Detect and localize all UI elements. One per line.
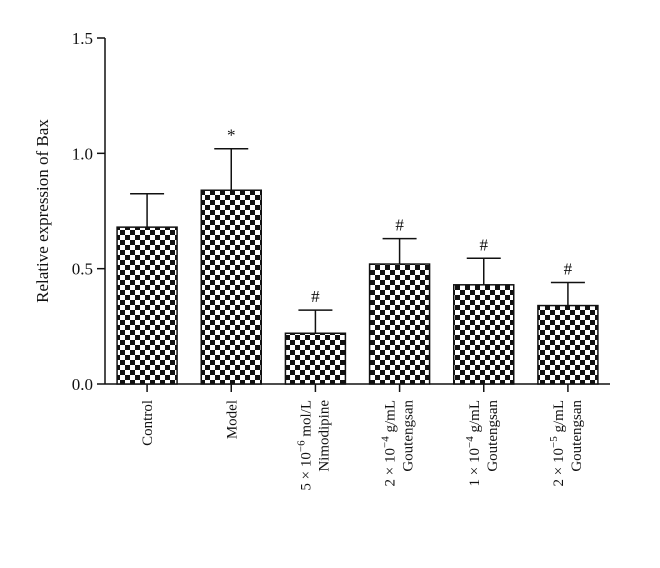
bar (537, 304, 599, 385)
y-tick-label: 1.5 (72, 29, 93, 48)
category-label-line: Model (224, 400, 240, 439)
x-axis (105, 383, 610, 392)
category-label: 1 × 10−4 g/mL Goutengsan (464, 400, 501, 487)
bar (116, 226, 178, 385)
bar (453, 284, 515, 385)
significance-marks: * # # # # (227, 126, 573, 306)
category-label: 5 × 10−6 mol/L Nimodipine (295, 400, 332, 491)
significance-mark: # (395, 216, 404, 235)
category-label: Control (140, 400, 156, 446)
significance-mark: # (564, 260, 573, 279)
bars (116, 189, 599, 385)
category-label-line: Nimodipine (316, 400, 332, 472)
significance-mark: # (480, 235, 489, 254)
error-bars (130, 147, 585, 334)
category-label-line: 1 × 10−4 g/mL (464, 400, 483, 486)
bar (368, 263, 431, 385)
category-label: 2 × 10−5 g/mL Goutengsan (548, 400, 585, 487)
significance-mark: # (311, 287, 320, 306)
category-label-line: 2 × 10−5 g/mL (548, 400, 567, 486)
y-tick-label: 0.5 (72, 260, 93, 279)
category-labels: Control Model 5 × 10−6 mol/L Nimodipine 2 × … (140, 400, 585, 491)
category-label: 2 × 10−4 g/mL Goutengsan (380, 400, 417, 487)
category-label-line: 2 × 10−4 g/mL (380, 400, 399, 486)
bar (284, 332, 347, 385)
category-label-line: Goutengsan (569, 400, 585, 472)
y-tick-label: 0.0 (72, 375, 93, 394)
category-label-line: Control (140, 400, 156, 446)
category-label-line: 5 × 10−6 mol/L (295, 400, 314, 491)
bar (200, 189, 262, 385)
category-label-line: Goutengsan (401, 400, 417, 472)
significance-mark: * (227, 126, 236, 145)
category-label: Model (224, 400, 240, 439)
y-axis-title: Relative expression of Bax (33, 119, 52, 303)
y-tick-label: 1.0 (72, 144, 93, 163)
y-axis: 0.0 0.5 1.0 1.5 (72, 29, 106, 394)
category-label-line: Goutengsan (485, 400, 501, 472)
